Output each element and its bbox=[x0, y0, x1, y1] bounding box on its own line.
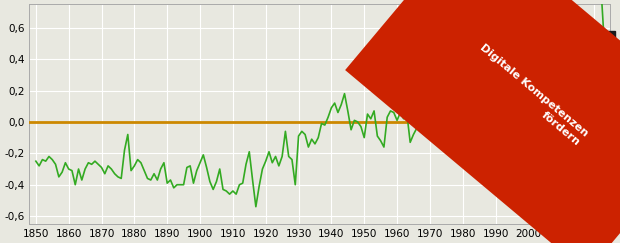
Text: Digitale Kompetenzen
fördern: Digitale Kompetenzen fördern bbox=[471, 43, 590, 148]
Text: 0,54: 0,54 bbox=[591, 34, 613, 44]
